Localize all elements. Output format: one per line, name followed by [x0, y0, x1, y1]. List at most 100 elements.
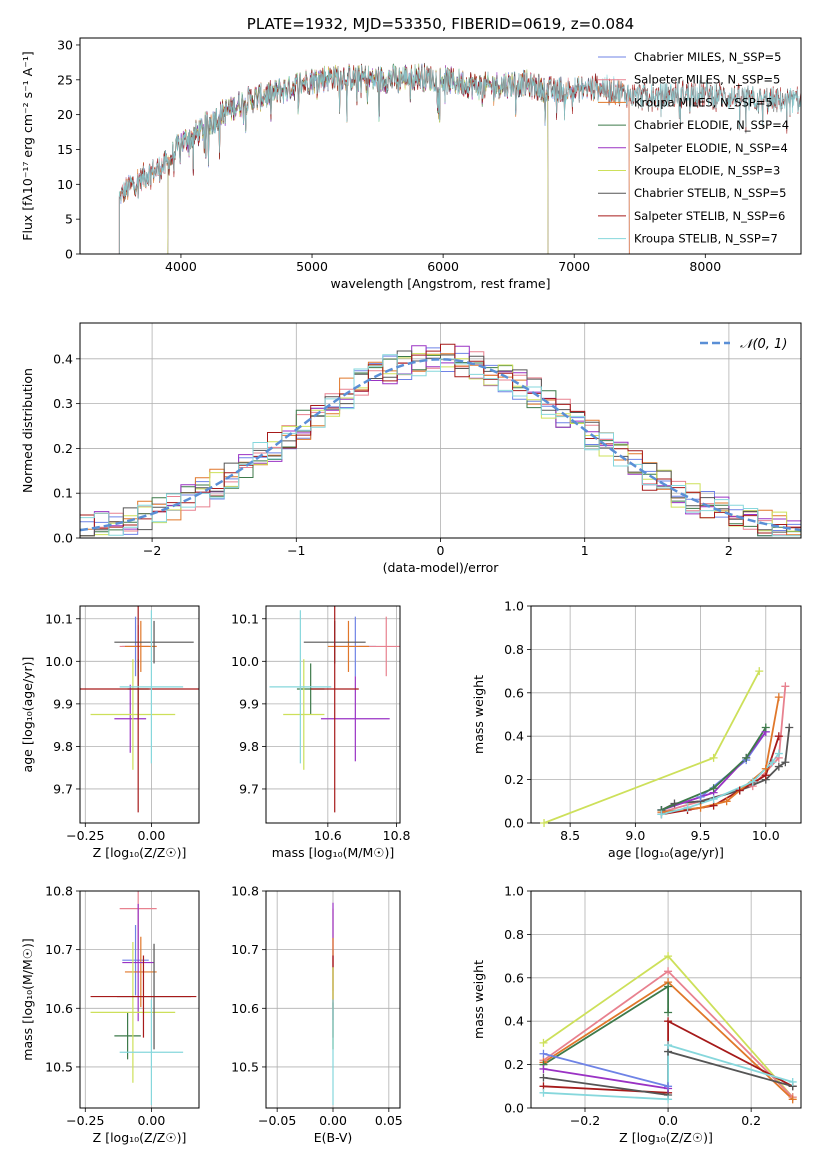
y-tick-label: 1.0	[504, 884, 524, 899]
x-axis-label: E(B-V)	[314, 1130, 353, 1145]
y-tick-label: 0.4	[504, 729, 524, 744]
weight-line-chabrier-stelib	[660, 727, 791, 811]
weight-marker-chabrier-stelib	[781, 758, 790, 767]
panel-weight_vs_age: 8.5 9.0 9.5 10.0 0.0 0.2 0.4 0.6 0.8 1.0 age [log₁…	[471, 599, 802, 860]
panel-weight_vs_Z: −0.2 0.0 0.2 0.0 0.2 0.4 0.6 0.8 1.0 Z [log₁₀(Z/Z…	[471, 884, 802, 1145]
weight-marker-kroupa-stelib	[683, 803, 692, 812]
weight-marker-chabrier-stelib	[774, 762, 783, 771]
gaussian-curve	[80, 358, 801, 532]
y-tick-label: 9.9	[239, 696, 259, 711]
histogram-chabrier-stelib	[80, 350, 801, 537]
y-tick-label: 10	[57, 177, 73, 192]
y-tick-label: 20	[57, 107, 73, 122]
x-axis-label: Z [log₁₀(Z/Z☉)]	[619, 1130, 713, 1145]
weight-marker-kroupa-elodie	[539, 1038, 548, 1047]
plot-area-residuals	[80, 343, 801, 537]
plot-area-mass_vs_Z	[90, 891, 197, 1106]
y-tick-label: 10.0	[45, 654, 73, 669]
y-tick-label: 10.5	[231, 1059, 259, 1074]
x-axis-label: Z [log₁₀(Z/Z☉)]	[93, 1130, 187, 1145]
legend-entry: Salpeter STELIB, N_SSP=6	[634, 209, 785, 223]
panel-residuals: −2 −1 0 1 2 0.0 0.1 0.2 0.3 0.4 (data-model)/error…	[20, 322, 802, 575]
y-tick-label: 10.6	[231, 1001, 259, 1016]
weight-marker-chabrier-elodie	[664, 982, 673, 991]
weight-marker-chabrier-miles	[664, 1082, 673, 1091]
y-tick-label: 10.7	[45, 942, 73, 957]
y-axis-label: Flux [fλ10⁻¹⁷ erg cm⁻² s⁻¹ A⁻¹]	[20, 51, 35, 240]
y-tick-label: 10.1	[45, 611, 73, 626]
x-tick-label: 5000	[296, 259, 328, 274]
x-tick-label: 10.8	[383, 828, 411, 843]
weight-marker-kroupa-stelib	[774, 749, 783, 758]
y-tick-label: 10.1	[231, 611, 259, 626]
x-tick-label: 0.2	[741, 1113, 761, 1128]
weight-marker-kroupa-elodie	[755, 667, 764, 676]
x-tick-label: 7000	[558, 259, 590, 274]
y-axis-label: mass [log₁₀(M/M☉)]	[20, 938, 35, 1060]
x-tick-label: 8000	[689, 259, 721, 274]
weight-marker-kroupa-stelib	[709, 795, 718, 804]
y-tick-label: 15	[57, 142, 73, 157]
y-tick-label: 10.0	[231, 654, 259, 669]
y-tick-label: 1.0	[504, 599, 524, 614]
weight-marker-kroupa-stelib	[664, 1095, 673, 1104]
spectrum-series-kroupa-stelib	[118, 64, 801, 254]
y-tick-label: 0.2	[53, 441, 73, 456]
weight-marker-chabrier-elodie	[709, 784, 718, 793]
y-tick-label: 0.2	[504, 1057, 524, 1072]
y-tick-label: 0.6	[504, 970, 524, 985]
legend-entry: Chabrier STELIB, N_SSP=5	[634, 186, 786, 200]
x-tick-label: 0.00	[137, 1113, 165, 1128]
y-tick-label: 0.0	[504, 1101, 524, 1116]
legend-entry: 𝒩(0, 1)	[740, 337, 787, 352]
x-tick-label: −0.25	[66, 1113, 104, 1128]
legend-entry: Chabrier MILES, N_SSP=5	[634, 50, 781, 64]
legend-entry: Kroupa ELODIE, N_SSP=3	[634, 164, 780, 178]
x-tick-label: 0	[437, 543, 445, 558]
y-tick-label: 0.0	[504, 816, 524, 831]
y-tick-label: 5	[65, 212, 73, 227]
panel-mass_vs_ebv: −0.05 0.00 0.05 10.5 10.6 10.7 10.8 E(B-V)	[231, 884, 403, 1146]
x-axis-label: (data-model)/error	[383, 560, 500, 575]
spectrum-series-salpeter-stelib	[118, 64, 801, 254]
axes-frame	[265, 605, 401, 824]
y-tick-label: 0.8	[504, 927, 524, 942]
y-tick-label: 10.8	[45, 884, 73, 899]
y-axis-label: Normed distribution	[20, 368, 35, 493]
x-tick-label: 10.6	[314, 828, 342, 843]
y-tick-label: 0.1	[53, 486, 73, 501]
spectrum-series-chabrier-elodie	[167, 63, 549, 254]
weight-line-chabrier-elodie	[543, 984, 669, 1066]
panel-age_vs_Z: −0.25 0.00 9.7 9.8 9.9 10.0 10.1 Z [log₁₀(Z/Z☉)…	[20, 605, 200, 860]
weight-marker-kroupa-stelib	[788, 1077, 797, 1086]
x-tick-label: −1	[287, 543, 305, 558]
y-tick-label: 9.9	[53, 696, 73, 711]
weight-marker-salpeter-miles	[781, 682, 790, 691]
weight-marker-kroupa-stelib	[748, 777, 757, 786]
plot-area-weight_vs_age	[543, 670, 791, 823]
weight-marker-kroupa-stelib	[657, 810, 666, 819]
y-tick-label: 0.4	[53, 351, 73, 366]
weight-marker-salpeter-stelib	[774, 732, 783, 741]
axes-frame	[79, 890, 200, 1109]
x-tick-label: 9.5	[691, 828, 711, 843]
axes-frame	[79, 37, 802, 255]
y-tick-label: 25	[57, 72, 73, 87]
legend: Chabrier MILES, N_SSP=5 Salpeter MILES, N…	[598, 50, 789, 246]
weight-marker-kroupa-stelib	[664, 1041, 673, 1050]
spectrum-series-chabrier-stelib	[118, 63, 801, 254]
y-tick-label: 0.3	[53, 396, 73, 411]
weight-marker-chabrier-miles	[539, 1049, 548, 1058]
axes-frame	[530, 605, 802, 824]
y-tick-label: 10.5	[45, 1059, 73, 1074]
chart-title: PLATE=1932, MJD=53350, FIBERID=0619, z=0…	[247, 15, 634, 33]
y-tick-label: 9.7	[239, 781, 259, 796]
y-tick-label: 30	[57, 37, 73, 52]
weight-line-salpeter-elodie	[543, 1068, 669, 1090]
x-tick-label: 0.0	[658, 1113, 678, 1128]
y-axis-label: age [log₁₀(age/yr)]	[20, 657, 35, 773]
y-tick-label: 0.8	[504, 642, 524, 657]
weight-marker-chabrier-elodie	[761, 723, 770, 732]
x-axis-label: wavelength [Angstrom, rest frame]	[330, 276, 550, 291]
